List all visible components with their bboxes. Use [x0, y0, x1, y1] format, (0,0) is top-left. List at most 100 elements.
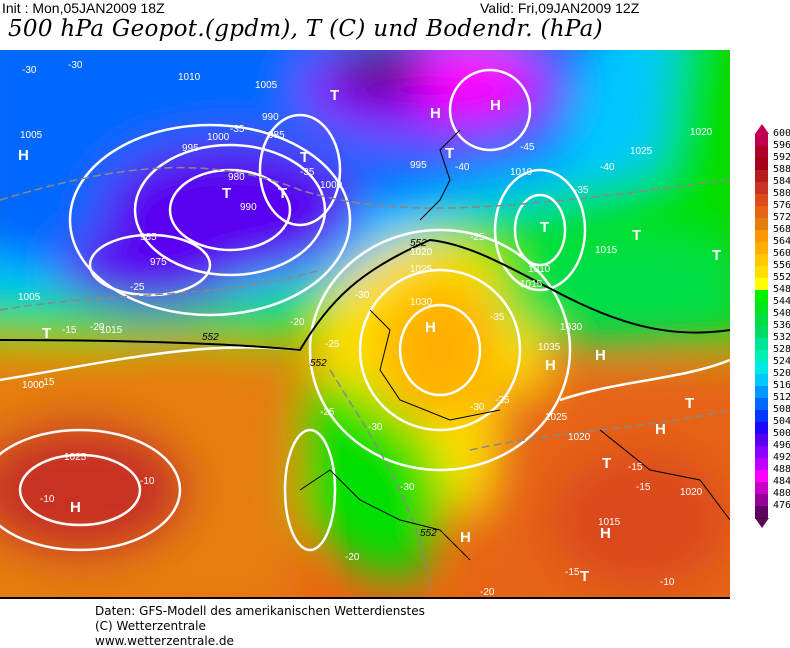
temperature-label: -25 [495, 395, 510, 406]
temperature-label: -45 [520, 142, 535, 153]
pressure-label: 1030 [410, 297, 433, 308]
low-pressure-marker: T [222, 185, 231, 202]
pressure-label: 1015 [595, 245, 618, 256]
legend-bottom-arrow [755, 518, 769, 528]
pressure-label: 1010 [178, 72, 201, 83]
temperature-label: -20 [90, 322, 105, 333]
legend-label: 480 [773, 488, 790, 499]
temperature-label: -40 [600, 162, 615, 173]
pressure-label: 1020 [568, 432, 591, 443]
pressure-label: 1025 [630, 146, 653, 157]
high-pressure-marker: H [545, 357, 556, 374]
footer-url: www.wetterzentrale.de [95, 634, 234, 648]
legend-row: 476 [753, 500, 790, 519]
temperature-label: -30 [400, 482, 415, 493]
temperature-label: -25 [325, 339, 340, 350]
temperature-label: -20 [480, 587, 495, 598]
low-pressure-marker: T [602, 455, 611, 472]
low-pressure-marker: T [445, 145, 454, 162]
high-pressure-marker: H [460, 529, 471, 546]
legend-label: 484 [773, 476, 790, 487]
legend-label: 512 [773, 392, 790, 403]
temperature-label: -15 [565, 567, 580, 578]
legend-swatch [755, 506, 768, 519]
pressure-label: 1005 [255, 80, 278, 91]
legend-label: 572 [773, 212, 790, 223]
pressure-label: 1015 [520, 279, 543, 290]
temperature-label: -30 [68, 60, 83, 71]
legend-label: 568 [773, 224, 790, 235]
footer-source: Daten: GFS-Modell des amerikanischen Wet… [95, 604, 425, 618]
legend-label: 588 [773, 164, 790, 175]
temperature-label: -25 [320, 407, 335, 418]
legend-label: 584 [773, 176, 790, 187]
temperature-label: -10 [140, 476, 155, 487]
high-pressure-marker: H [70, 499, 81, 516]
low-pressure-marker: T [278, 185, 287, 202]
low-pressure-marker: T [580, 568, 589, 585]
temperature-label: -35 [574, 185, 589, 196]
geopotential-label: 552 [202, 332, 219, 343]
pressure-label: 995 [182, 143, 199, 154]
pressure-label: 1005 [20, 130, 43, 141]
pressure-label: 980 [228, 172, 245, 183]
weather-map: 1010 1005 990 985 1000 995 980 975 985 990 1000 103… [0, 50, 730, 599]
legend-label: 508 [773, 404, 790, 415]
high-pressure-marker: H [600, 525, 611, 542]
temperature-label: -25 [130, 282, 145, 293]
temperature-label: -10 [660, 577, 675, 588]
temperature-label: -25 [470, 232, 485, 243]
legend-label: 532 [773, 332, 790, 343]
temperature-label: -10 [40, 494, 55, 505]
low-pressure-marker: T [632, 227, 641, 244]
temperature-label: -30 [22, 65, 37, 76]
pressure-label: 975 [150, 257, 167, 268]
geopotential-label: 552 [410, 238, 427, 249]
pressure-label: 1010 [510, 167, 533, 178]
pressure-label: 1020 [680, 487, 703, 498]
legend-label: 536 [773, 320, 790, 331]
legend-label: 504 [773, 416, 790, 427]
pressure-label: 1000 [207, 132, 230, 143]
pressure-label: 990 [240, 202, 257, 213]
color-legend: 600 596 592 588 584 580 576 572 568 564 560 556 552 5… [753, 124, 790, 528]
legend-label: 492 [773, 452, 790, 463]
low-pressure-marker: T [300, 149, 309, 166]
legend-label: 476 [773, 500, 790, 511]
high-pressure-marker: H [18, 147, 29, 164]
legend-label: 556 [773, 260, 790, 271]
legend-label: 592 [773, 152, 790, 163]
valid-time: Valid: Fri,09JAN2009 12Z [480, 0, 640, 16]
legend-label: 516 [773, 380, 790, 391]
low-pressure-marker: T [42, 325, 51, 342]
pressure-label: 995 [410, 160, 427, 171]
pressure-label: 1000 [320, 180, 343, 191]
legend-label: 524 [773, 356, 790, 367]
temperature-label: -35 [230, 124, 245, 135]
legend-label: 528 [773, 344, 790, 355]
552-contour [0, 238, 730, 352]
temperature-isotherms [0, 166, 730, 591]
high-pressure-marker: H [595, 347, 606, 364]
temperature-label: -15 [628, 462, 643, 473]
legend-label: 488 [773, 464, 790, 475]
temperature-label: -20 [345, 552, 360, 563]
legend-label: 552 [773, 272, 790, 283]
legend-top-arrow [755, 124, 769, 134]
pressure-label: 1035 [538, 342, 561, 353]
legend-label: 580 [773, 188, 790, 199]
legend-label: 548 [773, 284, 790, 295]
legend-label: 500 [773, 428, 790, 439]
temperature-label: -35 [300, 167, 315, 178]
legend-label: 564 [773, 236, 790, 247]
legend-label: 540 [773, 308, 790, 319]
geopotential-label: 552 [310, 358, 327, 369]
init-time: Init : Mon,05JAN2009 18Z [2, 0, 165, 16]
temperature-label: -15 [62, 325, 77, 336]
temperature-label: -35 [490, 312, 505, 323]
pressure-label: 985 [268, 130, 285, 141]
pressure-label: 1030 [560, 322, 583, 333]
legend-label: 560 [773, 248, 790, 259]
temperature-label: -30 [368, 422, 383, 433]
legend-label: 600 [773, 128, 790, 139]
